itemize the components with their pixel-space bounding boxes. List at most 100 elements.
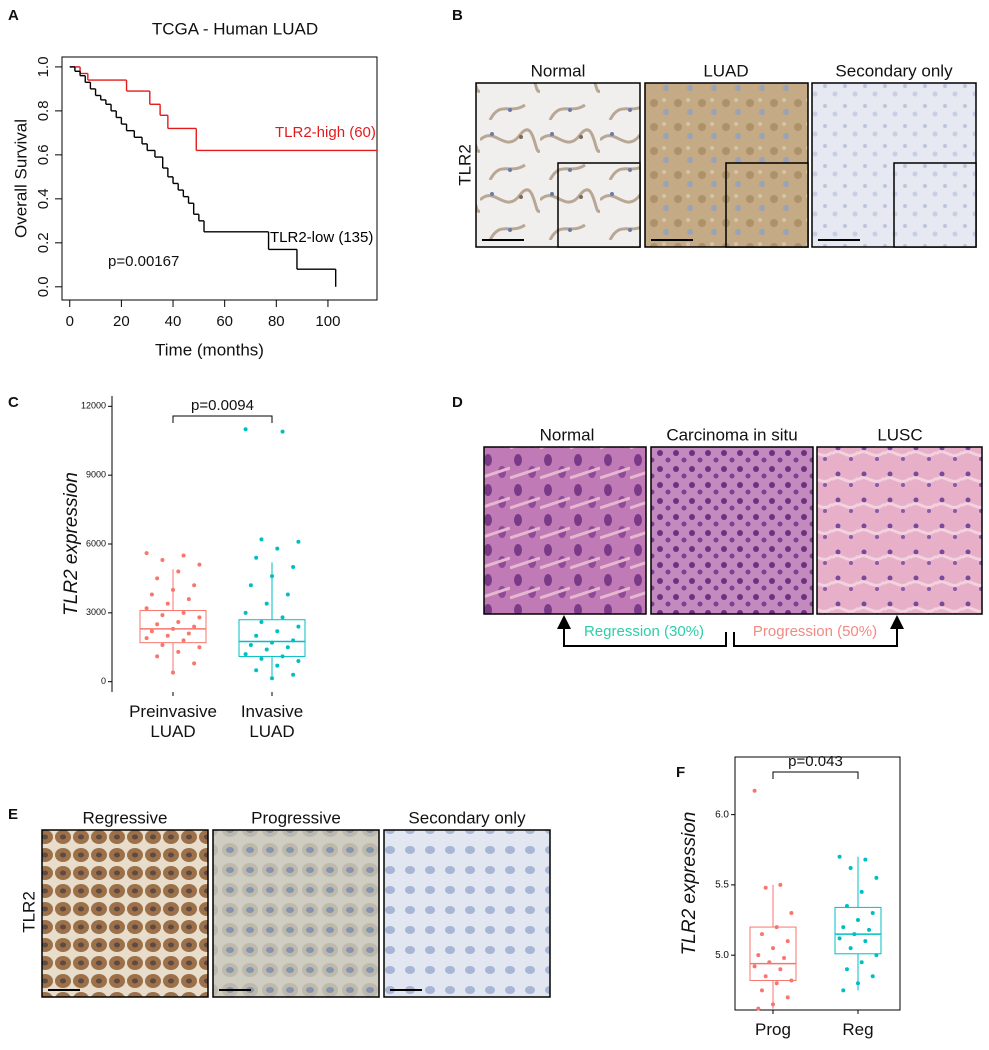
data-point (874, 953, 879, 958)
data-point (149, 629, 154, 634)
y-tick-label: 5.5 (715, 880, 729, 891)
data-point (144, 551, 149, 556)
data-point (186, 597, 191, 602)
data-point (296, 539, 301, 544)
data-point (867, 927, 872, 932)
y-axis-label: TLR2 expression (61, 472, 82, 616)
image-title: Secondary only (835, 61, 953, 80)
data-point (192, 583, 197, 588)
image-title: LUSC (877, 425, 922, 444)
data-point (870, 911, 875, 916)
data-point (176, 569, 181, 574)
data-point (259, 620, 264, 625)
data-point (149, 592, 154, 597)
data-point (763, 885, 768, 890)
data-point (848, 866, 853, 871)
data-point (197, 562, 202, 567)
data-point (856, 981, 860, 986)
data-point (785, 995, 790, 1000)
data-point (841, 988, 846, 993)
data-point (270, 640, 274, 645)
data-point (270, 676, 274, 681)
data-point (291, 564, 296, 569)
row-label: TLR2 (455, 144, 474, 186)
data-point (752, 964, 757, 969)
data-point (774, 925, 779, 930)
series-label: TLR2-low (135) (270, 229, 373, 246)
x-tick-label: 20 (113, 313, 130, 330)
y-tick-label: 0.6 (35, 144, 52, 165)
y-tick-label: 3000 (86, 607, 106, 617)
data-point (774, 981, 779, 986)
box (238, 619, 306, 657)
data-point (197, 645, 202, 650)
data-point (763, 974, 768, 979)
data-point (165, 633, 170, 638)
box (139, 610, 207, 644)
data-point (275, 546, 280, 551)
y-axis-label: TLR2 expression (679, 812, 700, 956)
data-point (782, 955, 787, 960)
y-tick-label: 0.8 (35, 100, 52, 121)
x-tick-label: 80 (268, 313, 285, 330)
data-point (181, 610, 186, 615)
data-point (752, 788, 757, 793)
x-tick-label: 100 (315, 313, 340, 330)
image-title: Carcinoma in situ (666, 425, 797, 444)
data-point (197, 615, 202, 620)
data-point (160, 558, 165, 563)
data-point (155, 622, 160, 627)
image-title: Progressive (251, 808, 341, 827)
y-tick-label: 0.4 (35, 188, 52, 209)
data-point (863, 939, 868, 944)
data-point (771, 1002, 775, 1007)
y-tick-label: 6000 (86, 538, 106, 548)
data-point (254, 555, 259, 560)
data-point (870, 974, 875, 979)
box (749, 926, 797, 981)
data-point (280, 654, 285, 659)
image-title: LUAD (703, 61, 748, 80)
data-point (778, 967, 783, 972)
data-point (841, 925, 846, 930)
data-point (155, 576, 160, 581)
data-point (863, 857, 868, 862)
y-tick-label: 9000 (86, 470, 106, 480)
data-point (771, 946, 775, 951)
data-point (160, 642, 165, 647)
x-tick-label: 60 (216, 313, 233, 330)
data-point (243, 427, 248, 432)
data-point (171, 670, 175, 675)
plot-frame (734, 756, 901, 1011)
x-tick-label: Preinvasive LUAD (129, 702, 217, 741)
y-axis-label: Overall Survival (11, 119, 30, 238)
panel-label: F (676, 764, 685, 781)
panel-label: B (452, 7, 463, 24)
series-label: TLR2-high (60) (275, 124, 376, 141)
data-point (789, 911, 794, 916)
x-axis-label: Time (months) (155, 340, 264, 359)
data-point (259, 656, 264, 661)
image-title: Normal (531, 61, 586, 80)
data-point (837, 936, 842, 941)
data-point (291, 672, 296, 677)
data-point (171, 587, 175, 592)
micrograph (483, 446, 983, 615)
plot-frame (61, 56, 378, 301)
data-point (275, 663, 280, 668)
data-point (859, 960, 864, 965)
annotation: p=0.0094 (191, 397, 254, 414)
data-point (186, 631, 191, 636)
panel-label: C (8, 394, 19, 411)
row-label: TLR2 (19, 891, 38, 933)
x-tick-label: 40 (165, 313, 182, 330)
data-point (275, 629, 280, 634)
x-tick-label: Reg (842, 1020, 874, 1039)
data-point (844, 903, 849, 908)
data-point (859, 889, 864, 894)
annotation: p=0.00167 (108, 253, 179, 270)
data-point (171, 626, 175, 631)
data-point (176, 620, 181, 625)
image-title: Secondary only (408, 808, 526, 827)
